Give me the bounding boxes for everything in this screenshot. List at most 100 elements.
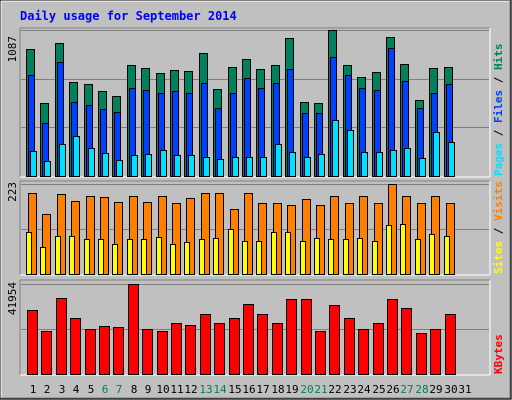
- bar-sites-day-14: [213, 238, 219, 275]
- bar-kbytes-day-7: [113, 327, 124, 375]
- legend-separator: /: [492, 123, 505, 143]
- bar-kbytes-day-12: [185, 325, 196, 375]
- x-tick-label: 27: [400, 383, 413, 396]
- bar-visits-day-12: [186, 198, 195, 275]
- bar-visits-day-20: [302, 199, 311, 275]
- bar-visits-day-8: [129, 196, 138, 275]
- bar-pages-day-13: [203, 157, 210, 177]
- bar-sites-day-6: [98, 239, 104, 275]
- bar-visits-day-22: [330, 196, 339, 275]
- bar-kbytes-day-3: [56, 298, 67, 375]
- x-tick-label: 12: [184, 383, 197, 396]
- bar-sites-day-16: [242, 241, 248, 275]
- bar-kbytes-day-1: [27, 310, 38, 375]
- x-axis-day-labels: 1 2 3 4 5 6 7 8 9 10 11 12 13 14 15 16 17 18 19 20 21 22 23 24 2…: [30, 383, 472, 396]
- bar-kbytes-day-6: [99, 326, 110, 375]
- x-tick-label: 23: [343, 383, 356, 396]
- x-tick-label: 22: [328, 383, 341, 396]
- x-tick-label: 10: [156, 383, 169, 396]
- bar-kbytes-day-19: [286, 299, 297, 375]
- x-tick-label: 4: [73, 383, 80, 396]
- bar-kbytes-day-11: [171, 323, 182, 375]
- bar-kbytes-day-24: [358, 329, 369, 375]
- bar-sites-day-4: [69, 236, 75, 275]
- x-tick-label: 24: [357, 383, 371, 396]
- x-tick-label: 16: [242, 383, 255, 396]
- legend-kbytes: KBytes: [492, 334, 505, 374]
- bar-kbytes-day-29: [430, 329, 441, 375]
- bar-sites-day-20: [300, 241, 306, 275]
- x-tick-label: 19: [285, 383, 298, 396]
- bar-sites-day-28: [415, 239, 421, 275]
- bar-sites-day-19: [285, 232, 291, 275]
- x-tick-label: 8: [131, 383, 138, 396]
- bar-visits-day-13: [201, 193, 210, 275]
- bar-pages-day-19: [289, 152, 296, 177]
- bar-visits-day-11: [172, 203, 181, 275]
- bar-pages-day-18: [275, 144, 282, 177]
- bar-sites-day-27: [400, 224, 406, 275]
- bar-visits-day-25: [374, 203, 383, 275]
- bar-sites-day-13: [199, 239, 205, 275]
- legend-hits_files_pages: Pages / Files / Hits: [492, 44, 505, 177]
- bar-visits-day-17: [258, 203, 267, 275]
- bar-pages-day-1: [30, 151, 37, 177]
- bar-sites-day-15: [228, 229, 234, 275]
- bar-pages-day-10: [160, 150, 167, 177]
- bar-visits-day-5: [86, 196, 95, 275]
- bar-pages-day-23: [347, 130, 354, 177]
- x-tick-label: 14: [213, 383, 227, 396]
- legend-sites: Sites: [492, 241, 505, 274]
- bar-kbytes-day-5: [85, 329, 96, 375]
- bar-pages-day-6: [102, 153, 109, 177]
- bar-sites-day-29: [429, 234, 435, 275]
- bar-pages-day-17: [260, 157, 267, 177]
- bar-visits-day-9: [143, 202, 152, 275]
- bar-pages-day-11: [174, 155, 181, 177]
- bar-kbytes-day-20: [301, 299, 312, 375]
- x-tick-label: 11: [170, 383, 183, 396]
- legend-files: Files: [492, 90, 505, 123]
- kbytes-max-label: 41954: [6, 282, 19, 315]
- bar-pages-day-2: [44, 161, 51, 177]
- bar-kbytes-day-16: [243, 304, 254, 375]
- legend-separator: /: [492, 70, 505, 90]
- bar-kbytes-day-28: [416, 333, 427, 375]
- bar-pages-day-24: [361, 152, 368, 177]
- bar-kbytes-day-25: [373, 323, 384, 375]
- bar-visits-day-2: [42, 214, 51, 275]
- bar-pages-day-15: [232, 157, 239, 177]
- bar-visits-day-10: [158, 196, 167, 275]
- bar-sites-day-12: [184, 242, 190, 275]
- bar-pages-day-16: [246, 157, 253, 177]
- x-tick-label: 17: [256, 383, 269, 396]
- bar-sites-day-5: [84, 239, 90, 275]
- x-tick-label: 5: [88, 383, 95, 396]
- x-tick-label: 3: [59, 383, 66, 396]
- legend-visits: Visits: [492, 181, 505, 221]
- x-tick-label: 7: [116, 383, 123, 396]
- bar-kbytes-day-17: [257, 314, 268, 375]
- bar-kbytes-day-23: [344, 318, 355, 375]
- legend-hits: Hits: [492, 44, 505, 71]
- bar-sites-day-24: [357, 238, 363, 275]
- bar-pages-day-4: [73, 136, 80, 177]
- bar-pages-day-3: [59, 144, 66, 177]
- x-tick-label: 21: [314, 383, 327, 396]
- bar-pages-day-28: [419, 158, 426, 177]
- bar-kbytes-day-27: [401, 308, 412, 375]
- bar-sites-day-7: [112, 244, 118, 275]
- legend-separator: /: [492, 221, 505, 241]
- bar-sites-day-8: [127, 239, 133, 275]
- bar-pages-day-8: [131, 155, 138, 177]
- bars: [26, 30, 456, 375]
- bar-sites-day-17: [256, 241, 262, 275]
- bar-kbytes-day-10: [157, 331, 168, 375]
- bar-visits-day-14: [215, 193, 224, 275]
- chart-title: Daily usage for September 2014: [20, 9, 237, 23]
- bar-sites-day-25: [372, 241, 378, 275]
- bar-visits-day-16: [244, 193, 253, 275]
- bar-pages-day-21: [318, 154, 325, 177]
- bar-sites-day-18: [271, 232, 277, 275]
- x-tick-label: 25: [372, 383, 385, 396]
